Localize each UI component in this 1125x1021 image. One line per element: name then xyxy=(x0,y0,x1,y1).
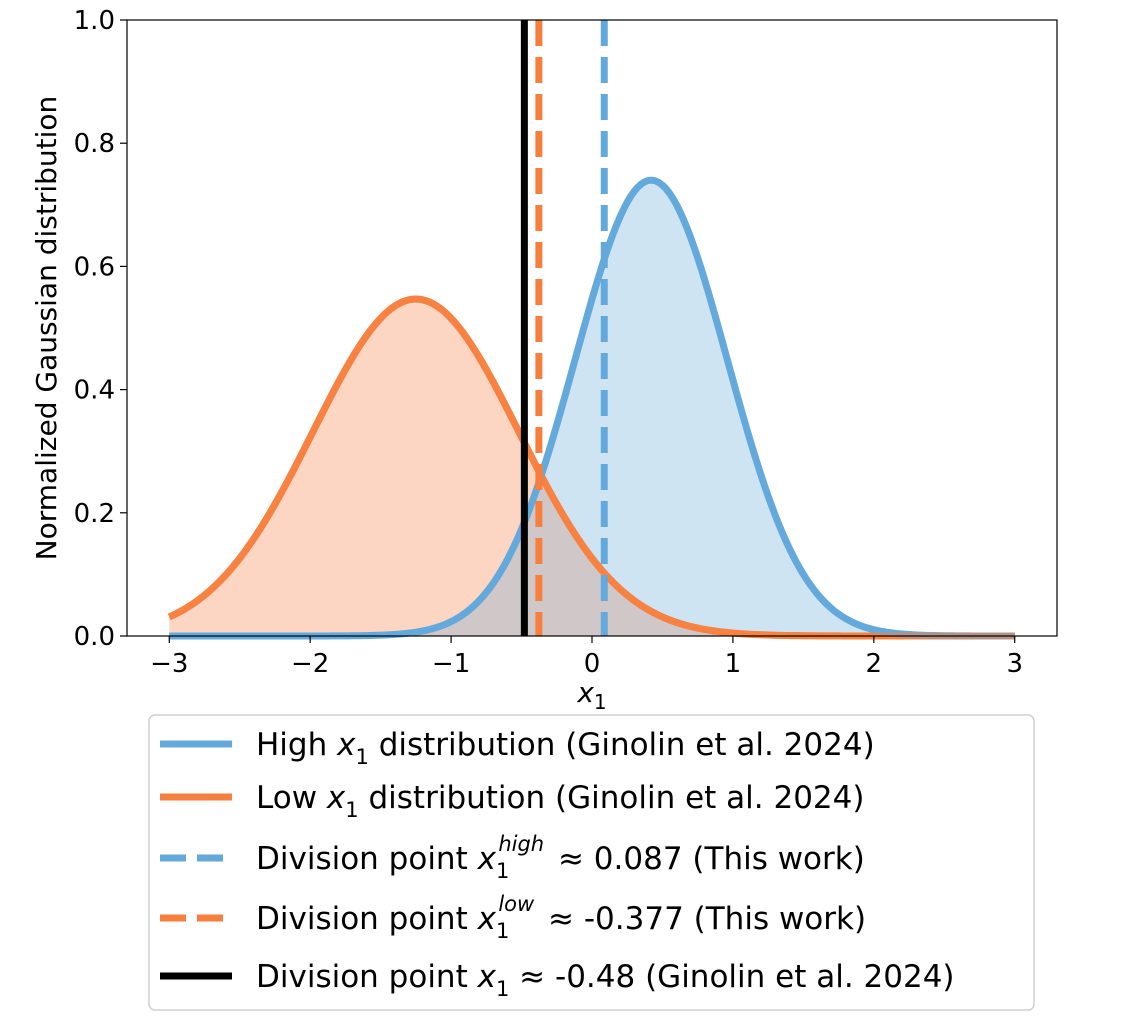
distribution-fill-high xyxy=(169,180,1015,636)
y-tick-label: 1.0 xyxy=(74,6,115,36)
y-axis-ticks: 0.0 0.2 0.4 0.6 0.8 1.0 xyxy=(74,6,127,652)
legend-label: Division point x1 ≈ -0.48 (Ginolin et al… xyxy=(256,959,955,1001)
legend-item: Division point x1 ≈ -0.48 (Ginolin et al… xyxy=(160,959,955,1001)
x-tick-label: −3 xyxy=(150,649,188,679)
plot-area xyxy=(126,19,1058,640)
legend: High x1 distribution (Ginolin et al. 202… xyxy=(148,714,1035,1011)
legend-label: Low x1 distribution (Ginolin et al. 2024… xyxy=(256,780,864,822)
x-tick-label: −2 xyxy=(291,649,329,679)
legend-label: Division point x1low ≈ -0.377 (This work… xyxy=(256,892,866,943)
legend-label: High x1 distribution (Ginolin et al. 202… xyxy=(256,727,875,769)
x-tick-label: 3 xyxy=(1006,649,1023,679)
y-tick-label: 0.2 xyxy=(74,499,115,529)
distribution-fills xyxy=(169,180,1015,636)
y-tick-label: 0.0 xyxy=(74,622,115,652)
x-axis-ticks: −3 −2 −1 0 1 2 3 xyxy=(150,636,1023,679)
x-tick-label: 2 xyxy=(866,649,883,679)
legend-item: High x1 distribution (Ginolin et al. 202… xyxy=(160,727,875,769)
y-tick-label: 0.4 xyxy=(74,376,115,406)
x-tick-label: 0 xyxy=(584,649,601,679)
legend-item: Low x1 distribution (Ginolin et al. 2024… xyxy=(160,780,864,822)
legend-item: Division point x1low ≈ -0.377 (This work… xyxy=(160,892,866,943)
x-axis-label-symbol: x xyxy=(576,676,594,709)
x-axis-label: x1 xyxy=(576,676,606,714)
x-tick-label: −1 xyxy=(432,649,470,679)
legend-label: Division point x1high ≈ 0.087 (This work… xyxy=(256,832,865,883)
y-tick-label: 0.6 xyxy=(74,252,115,282)
legend-item: Division point x1high ≈ 0.087 (This work… xyxy=(160,832,865,883)
division-lines xyxy=(520,20,608,636)
distribution-fill-low xyxy=(169,299,1015,636)
legend-frame xyxy=(148,714,1035,1011)
overlap-fill xyxy=(169,478,1015,636)
y-axis-label: Normalized Gaussian distribution xyxy=(30,96,63,561)
x-tick-label: 1 xyxy=(725,649,742,679)
x-axis-label-subscript: 1 xyxy=(594,690,607,714)
y-tick-label: 0.8 xyxy=(74,129,115,159)
